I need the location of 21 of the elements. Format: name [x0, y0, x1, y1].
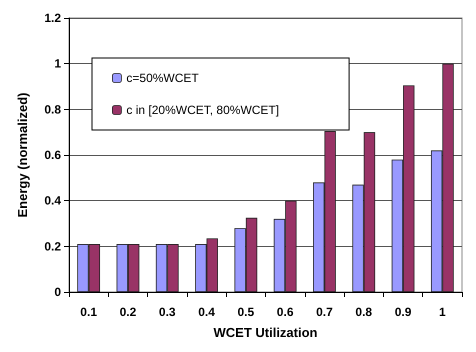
x-tick-label: 0.4 — [198, 305, 216, 319]
y-tick-label: 0.2 — [44, 239, 62, 254]
y-axis-title: Energy (normalized) — [15, 92, 30, 218]
y-tick-label: 1.2 — [44, 11, 62, 25]
y-tick-label: 0.8 — [44, 102, 62, 116]
x-tick-label: 0.7 — [316, 305, 334, 319]
x-tick-label: 0.3 — [158, 305, 176, 319]
x-axis-title: WCET Utilization — [214, 325, 318, 340]
y-tick-label: 0.6 — [44, 148, 62, 162]
x-tick-label: 0.1 — [80, 305, 98, 319]
x-tick-label: 0.6 — [276, 305, 294, 319]
x-tick-label: 0.8 — [355, 305, 372, 319]
x-tick-label: 0.9 — [394, 305, 412, 319]
y-tick-label: 0 — [54, 285, 62, 299]
legend-label: c=50%WCET — [126, 71, 200, 85]
x-tick-label: 0.5 — [238, 305, 255, 319]
y-tick-label: 1 — [54, 56, 62, 71]
x-tick-label: 1 — [439, 305, 446, 319]
y-tick-label: 0.4 — [44, 194, 62, 208]
x-tick-label: 0.2 — [120, 305, 137, 319]
legend-label: c in [20%WCET, 80%WCET] — [126, 103, 280, 117]
